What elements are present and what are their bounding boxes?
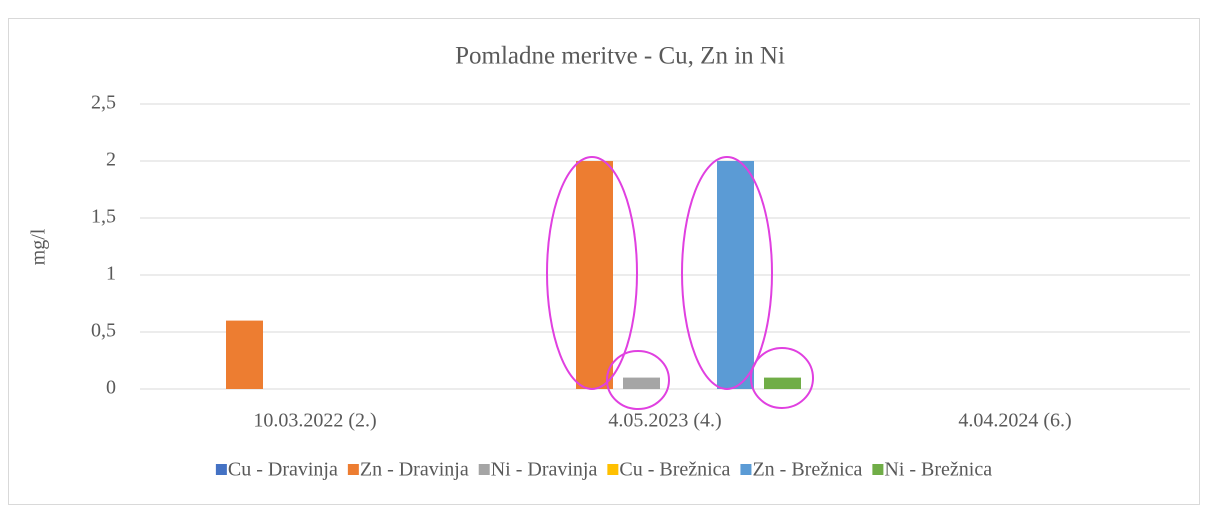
legend-item: Cu - Brežnica: [607, 459, 731, 481]
legend-label: Ni - Dravinja: [491, 459, 598, 481]
y-tick-label: 0,5: [91, 320, 116, 342]
legend-label: Cu - Brežnica: [619, 459, 730, 481]
legend-swatch: [347, 464, 359, 475]
bar: [623, 377, 660, 389]
legend-item: Zn - Brežnica: [740, 459, 863, 481]
legend-swatch: [740, 464, 752, 475]
bar: [717, 161, 754, 389]
highlight-ellipse: [606, 350, 670, 410]
y-tick-label: 2: [106, 149, 116, 171]
legend-label: Cu - Dravinja: [228, 459, 338, 481]
legend-label: Zn - Dravinja: [360, 459, 469, 481]
legend-swatch: [478, 464, 490, 475]
x-tick-label: 10.03.2022 (2.): [253, 410, 376, 432]
highlight-ellipse: [750, 347, 814, 409]
y-tick-label: 1: [106, 263, 116, 285]
legend-item: Zn - Dravinja: [347, 459, 469, 481]
annotations: [546, 156, 814, 410]
y-axis-label: mg/l: [28, 228, 50, 265]
legend-label: Ni - Brežnica: [884, 459, 992, 481]
legend-item: Ni - Brežnica: [872, 459, 992, 481]
legend-label: Zn - Brežnica: [752, 459, 862, 481]
bar: [764, 377, 801, 389]
legend-swatch: [607, 464, 619, 475]
legend-item: Ni - Dravinja: [478, 459, 598, 481]
y-tick-label: 1,5: [91, 206, 116, 228]
legend-item: Cu - Dravinja: [215, 459, 338, 481]
x-tick-label: 4.04.2024 (6.): [958, 410, 1071, 432]
legend-swatch: [872, 464, 884, 475]
highlight-ellipse: [681, 156, 773, 390]
bar: [576, 161, 613, 389]
plot: 0 0,5 1 1,5 2 2,5 10.03.2022 (2.) 4.05.2023 (4.…: [91, 92, 1190, 432]
legend-swatch: [215, 464, 227, 475]
highlight-ellipse: [546, 156, 638, 390]
x-tick-label: 4.05.2023 (4.): [608, 410, 721, 432]
bar: [226, 320, 263, 389]
y-tick-label: 2,5: [91, 92, 116, 114]
y-tick-label: 0: [106, 377, 116, 399]
legend: Cu - Dravinja Zn - Dravinja Ni - Dravinja C…: [215, 459, 992, 481]
chart-title: Pomladne meritve - Cu, Zn in Ni: [455, 43, 785, 70]
